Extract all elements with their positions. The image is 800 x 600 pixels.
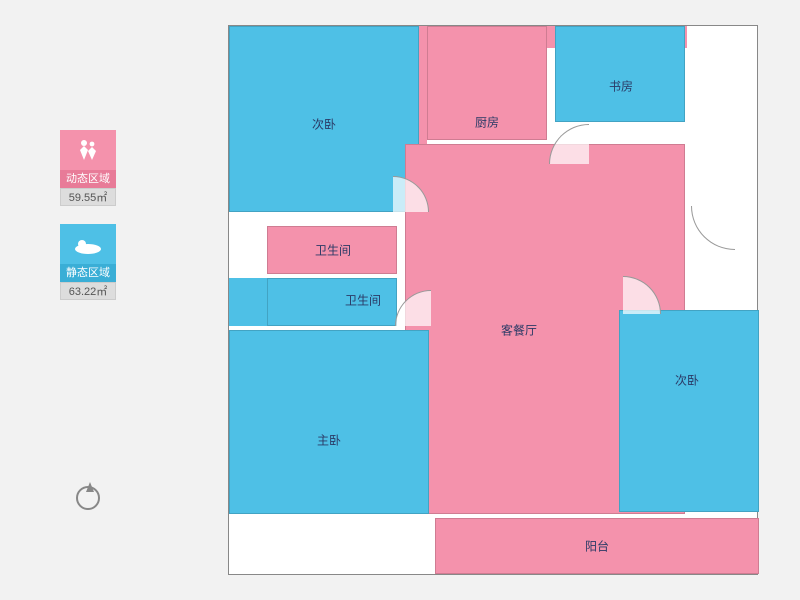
room-label: 阳台 <box>585 538 609 555</box>
room-label: 书房 <box>609 78 633 95</box>
room-label: 卫生间 <box>345 292 381 309</box>
sleep-icon <box>60 224 116 264</box>
legend-dynamic: 动态区域 59.55㎡ <box>60 130 116 206</box>
legend-dynamic-value: 59.55㎡ <box>60 188 116 206</box>
room-次卧 <box>619 310 759 512</box>
room-书房 <box>555 26 685 122</box>
door-arc <box>691 206 735 250</box>
compass-icon <box>74 482 102 510</box>
room-label: 次卧 <box>312 116 336 133</box>
legend-static-title: 静态区域 <box>60 264 116 282</box>
door-arc <box>549 124 589 164</box>
room-label: 次卧 <box>675 372 699 389</box>
people-icon <box>60 130 116 170</box>
legend: 动态区域 59.55㎡ 静态区域 63.22㎡ <box>60 130 120 318</box>
room-label: 卫生间 <box>315 242 351 259</box>
legend-static: 静态区域 63.22㎡ <box>60 224 116 300</box>
legend-static-value: 63.22㎡ <box>60 282 116 300</box>
room-label: 客餐厅 <box>501 322 537 339</box>
room-label: 厨房 <box>475 114 499 131</box>
room-主卧 <box>229 330 429 514</box>
legend-dynamic-title: 动态区域 <box>60 170 116 188</box>
floor-plan: 次卧厨房书房卫生间卫生间客餐厅次卧主卧阳台 <box>228 25 758 575</box>
fill-patch <box>229 278 267 326</box>
door-arc <box>395 290 431 326</box>
fill-patch <box>419 26 427 146</box>
room-label: 主卧 <box>317 432 341 449</box>
